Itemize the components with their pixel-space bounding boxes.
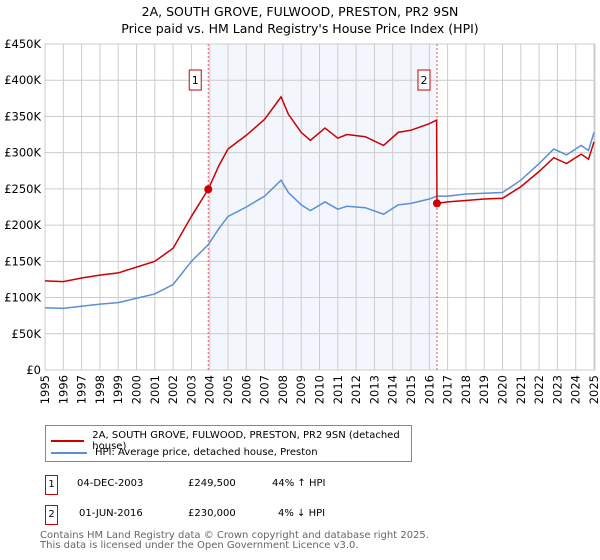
legend-label-property: 2A, SOUTH GROVE, FULWOOD, PRESTON, PR2 9…: [92, 430, 400, 452]
x-tick-label: 2010: [313, 375, 327, 404]
x-tick-label: 2000: [130, 375, 144, 404]
y-tick-label: £250K: [4, 182, 41, 196]
x-tick-label: 2018: [459, 375, 473, 404]
x-tick-label: 2006: [239, 375, 253, 404]
x-tick-label: 2024: [569, 375, 583, 404]
sale-marker-label: 2: [420, 74, 427, 87]
plot-area: £0 £50K £100K £150K £200K £250K £300K £350K £400…: [4, 37, 600, 404]
y-tick-label: £200K: [4, 218, 41, 232]
y-tick-label: £100K: [4, 291, 41, 305]
y-tick-label: £0: [26, 363, 41, 377]
x-tick-label: 2008: [276, 375, 290, 404]
sale-point: [432, 199, 441, 208]
x-tick-label: 1998: [93, 375, 107, 404]
x-tick-label: 2020: [496, 375, 510, 404]
footer-line-1: Contains HM Land Registry data © Crown c…: [40, 530, 429, 541]
x-tick-label: 2013: [367, 375, 381, 404]
sale-price: £230,000: [188, 508, 236, 519]
legend-swatch-hpi: [51, 451, 87, 454]
hpi-line: [44, 132, 595, 310]
legend-swatch-property: [51, 440, 85, 442]
x-tick-label: 1997: [75, 375, 89, 404]
sale-badge: 2: [45, 505, 58, 525]
sale-row-2: 2 01-JUN-2016 £230,000 4% ↓ HPI: [45, 505, 445, 525]
sale-point: [204, 185, 213, 194]
y-tick-label: £400K: [4, 73, 41, 87]
x-tick-label: 2022: [532, 375, 546, 404]
x-tick-label: 2014: [386, 375, 400, 404]
sale-price: £249,500: [188, 478, 236, 489]
property-line: [44, 95, 595, 283]
x-tick-label: 1995: [38, 375, 52, 404]
y-tick-label: £300K: [4, 146, 41, 160]
sale-date: 01-JUN-2016: [79, 508, 143, 519]
footer-line-2: This data is licensed under the Open Gov…: [40, 540, 359, 551]
sale-hpi: 44% ↑ HPI: [272, 478, 326, 489]
x-tick-label: 2004: [203, 375, 217, 404]
x-tick-label: 2002: [166, 375, 180, 404]
x-tick-label: 2003: [184, 375, 198, 404]
y-tick-label: £50K: [12, 327, 42, 341]
sale-badge: 1: [45, 475, 58, 495]
x-tick-label: 2016: [422, 375, 436, 404]
x-tick-label: 2012: [349, 375, 363, 404]
shaded-period: [208, 44, 437, 370]
y-tick-label: £450K: [4, 37, 41, 51]
sale-marker-box: [417, 69, 431, 91]
x-tick-label: 2007: [258, 375, 272, 404]
x-tick-label: 2015: [404, 375, 418, 404]
x-tick-label: 2001: [148, 375, 162, 404]
x-tick-label: 2009: [294, 375, 308, 404]
legend-label-hpi: HPI: Average price, detached house, Pres…: [95, 447, 318, 458]
x-tick-label: 2023: [550, 375, 564, 404]
legend: 2A, SOUTH GROVE, FULWOOD, PRESTON, PR2 9…: [45, 425, 412, 462]
footer: Contains HM Land Registry data © Crown c…: [40, 531, 429, 551]
x-tick-label: 1999: [111, 375, 125, 404]
x-tick-label: 2019: [477, 375, 491, 404]
plot-border: [44, 43, 596, 371]
y-tick-label: £350K: [4, 109, 41, 123]
sale-marker-box: [188, 69, 202, 91]
x-tick-label: 2017: [441, 375, 455, 404]
chart-title: 2A, SOUTH GROVE, FULWOOD, PRESTON, PR2 9…: [141, 4, 459, 19]
sale-date: 04-DEC-2003: [77, 478, 144, 489]
x-tick-label: 2025: [587, 375, 600, 404]
x-tick-label: 2011: [331, 375, 345, 404]
y-tick-label: £150K: [4, 254, 41, 268]
sale-marker-label: 1: [192, 74, 199, 87]
sale-hpi: 4% ↓ HPI: [278, 508, 326, 519]
chart-subtitle: Price paid vs. HM Land Registry's House …: [121, 21, 479, 36]
x-tick-label: 1996: [56, 375, 70, 404]
x-tick-label: 2021: [514, 375, 528, 404]
x-tick-label: 2005: [221, 375, 235, 404]
sale-row-1: 1 04-DEC-2003 £249,500 44% ↑ HPI: [45, 475, 445, 495]
